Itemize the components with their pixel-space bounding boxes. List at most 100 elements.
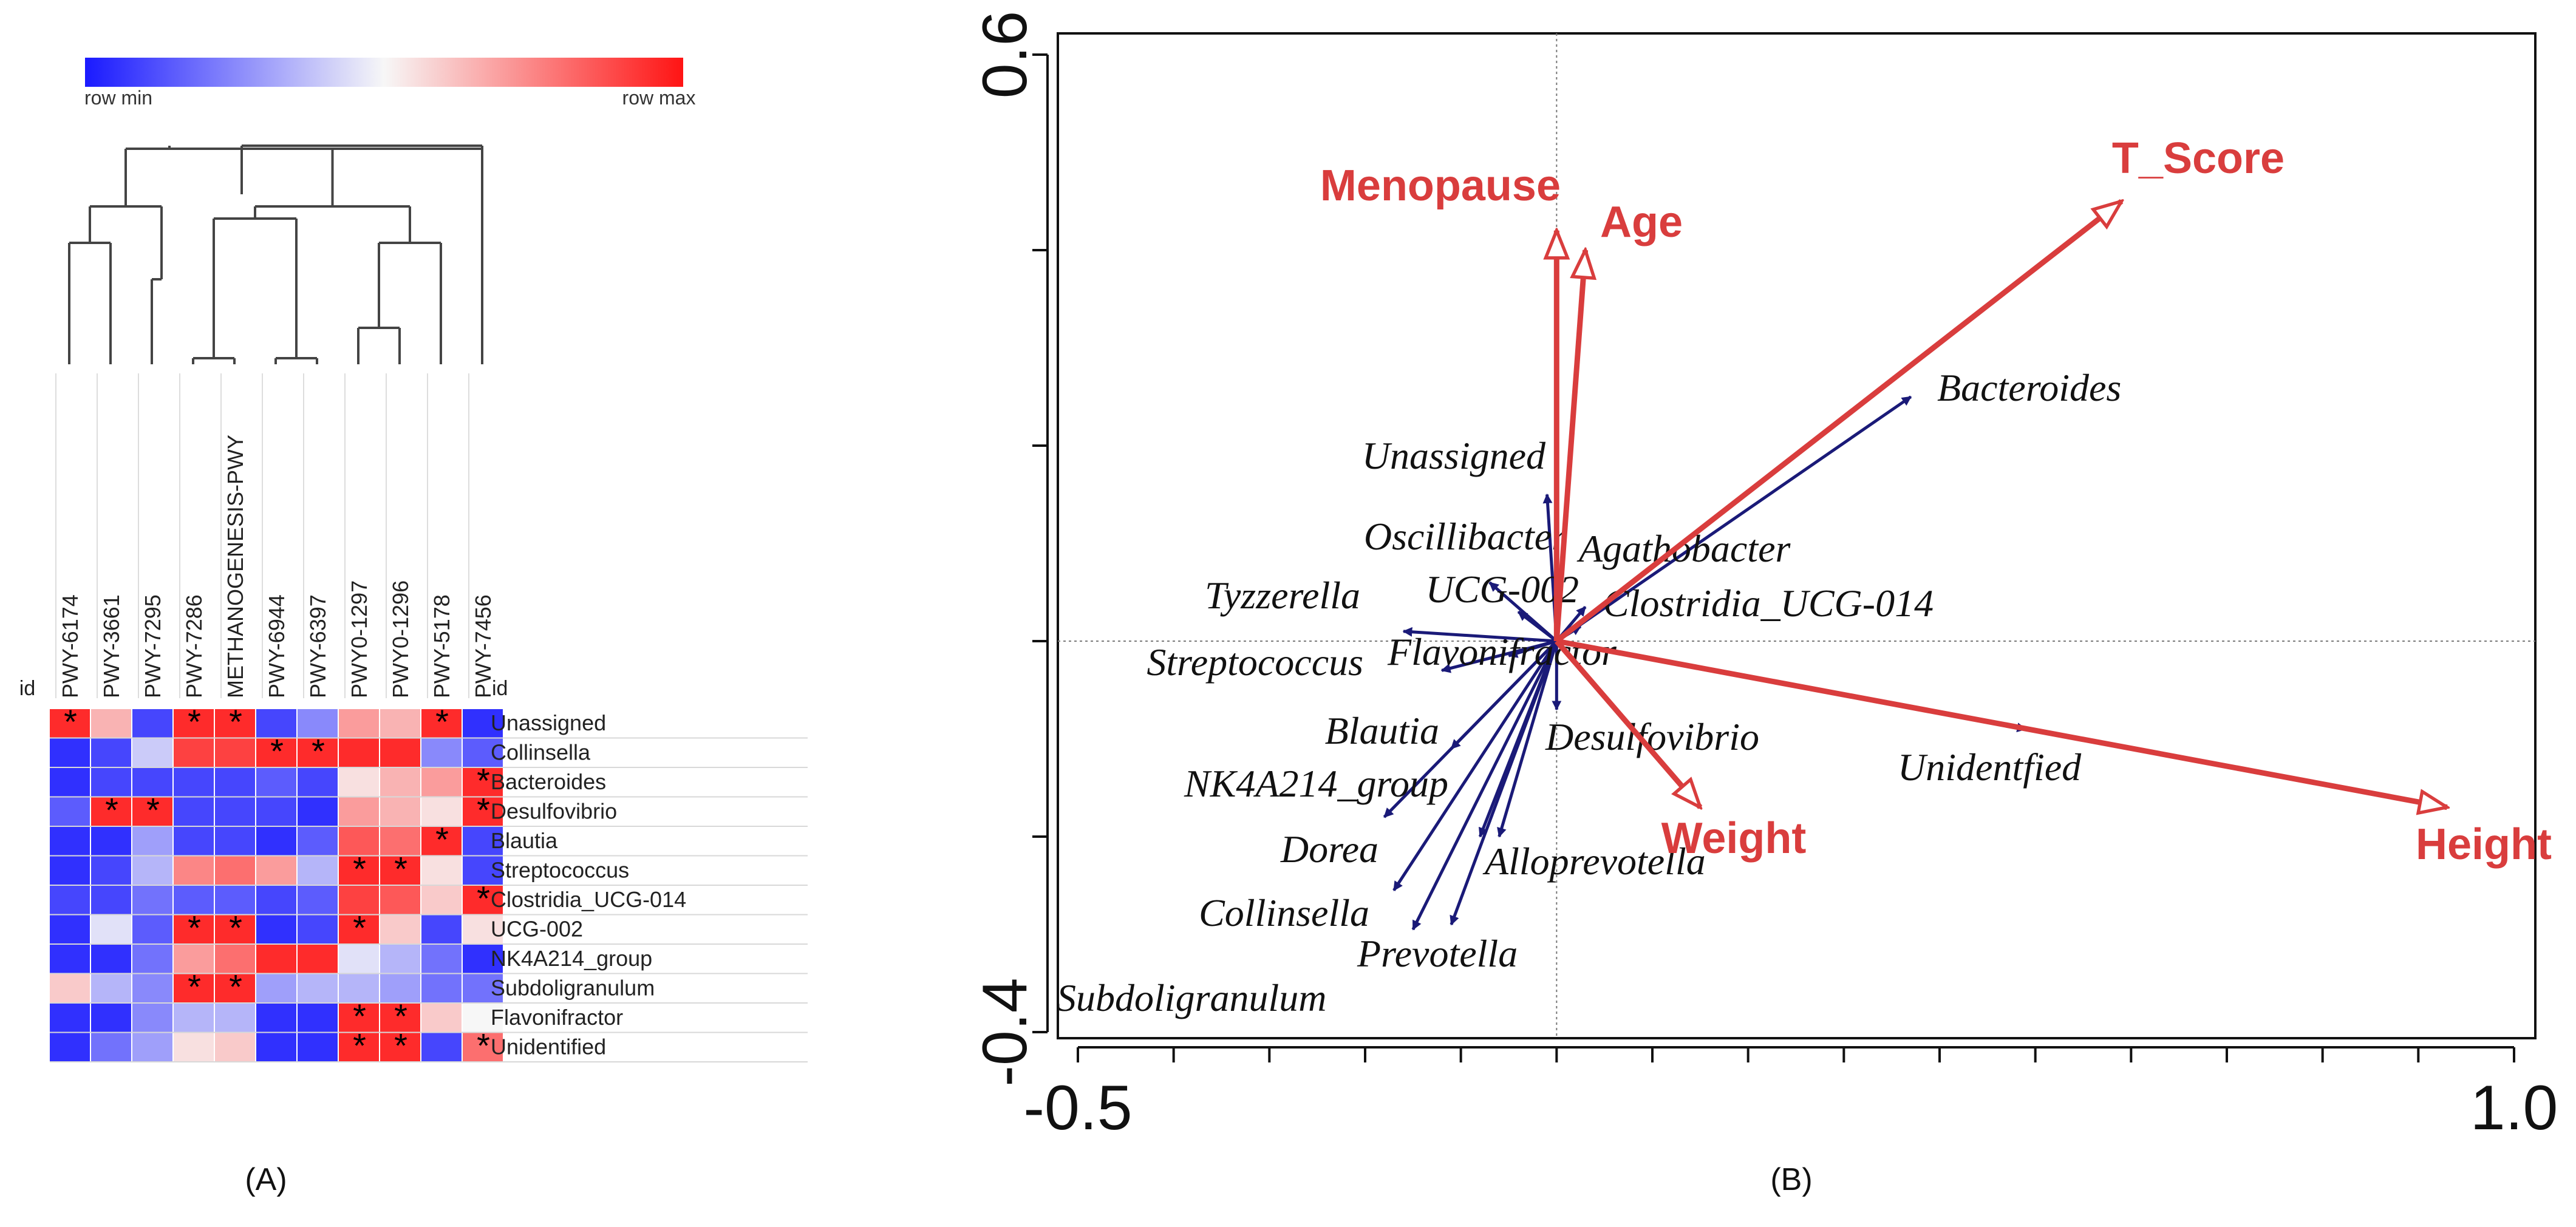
heatmap-cell [256, 856, 296, 885]
heatmap-cell [421, 1033, 462, 1061]
variable-label: T_Score [2112, 134, 2285, 183]
heatmap-cell [256, 974, 296, 1002]
heatmap-cell [421, 709, 462, 738]
heatmap-cell [298, 886, 338, 914]
heatmap-cell [380, 974, 420, 1002]
heatmap-cell [463, 945, 503, 973]
heatmap-cell [132, 945, 172, 973]
heatmap-cell [174, 768, 214, 797]
heatmap-cell [421, 945, 462, 973]
heatmap-cell [91, 827, 131, 855]
significance-star: * [394, 849, 407, 888]
heatmap-cell [256, 915, 296, 943]
heatmap-cell [421, 797, 462, 826]
species-label: Dorea [1280, 828, 1378, 871]
row-label: Flavonifractor [491, 1005, 623, 1030]
heatmap-cell [50, 974, 90, 1002]
column-guides [55, 373, 469, 698]
heatmap-cell [215, 709, 255, 738]
column-labels: PWY-6174 PWY-3661 PWY-7295 PWY-7286 METHANOG… [58, 435, 496, 698]
heatmap-cell [463, 738, 503, 767]
heatmap-cell [298, 827, 338, 855]
significance-star: * [353, 1026, 366, 1064]
column-label: PWY-5178 [429, 594, 454, 698]
heatmap-cell [91, 738, 131, 767]
heatmap-cell [50, 856, 90, 885]
heatmap-cell [91, 945, 131, 973]
significance-star: * [188, 967, 201, 1005]
heatmap-cell [174, 738, 214, 767]
heatmap-cell [256, 768, 296, 797]
significance-star: * [477, 790, 490, 829]
heatmap-cell [256, 709, 296, 738]
heatmap-cell [132, 974, 172, 1002]
heatmap-cell [339, 856, 379, 885]
row-label: Blautia [491, 828, 558, 853]
heatmap-cell [421, 768, 462, 797]
species-arrows [1383, 395, 2027, 931]
species-label: Agathobacter [1576, 527, 1791, 570]
heatmap-cell [463, 827, 503, 855]
heatmap-cell [339, 886, 379, 914]
variable-label: Age [1600, 198, 1683, 246]
significance-star: * [188, 908, 201, 947]
heatmap-cell [50, 827, 90, 855]
heatmap-cell [132, 738, 172, 767]
row-label: Subdoligranulum [491, 975, 655, 1000]
species-label: Blautia [1325, 709, 1439, 752]
heatmap-cell [298, 709, 338, 738]
biplot-panel: -0.5 1.0 0.6 -0.4 Bacteroides Unidentfied Un… [970, 11, 2558, 1197]
heatmap-cell [298, 1033, 338, 1061]
heatmap-cell [215, 797, 255, 826]
species-label: Unassigned [1362, 434, 1546, 477]
heatmap-cell [215, 945, 255, 973]
heatmap-cell [91, 886, 131, 914]
column-label: PWY0-1297 [347, 580, 372, 698]
heatmap-cell [91, 974, 131, 1002]
heatmap-cell [339, 945, 379, 973]
heatmap-cell [421, 915, 462, 943]
variable-arrow [1555, 202, 2121, 644]
significance-star: * [353, 997, 366, 1035]
species-label: Streptococcus [1147, 641, 1363, 684]
heatmap-cell [380, 945, 420, 973]
heatmap-cell [50, 797, 90, 826]
species-label: Alloprevotella [1482, 840, 1706, 883]
heatmap-cell [215, 827, 255, 855]
heatmap-cell [463, 709, 503, 738]
heatmap-cell [463, 768, 503, 797]
significance-star: * [435, 702, 449, 741]
heatmap-cell [298, 768, 338, 797]
row-label: Unidentified [491, 1034, 606, 1059]
heatmap-cell [174, 886, 214, 914]
column-label: PWY-7456 [471, 594, 496, 698]
heatmap-cell [215, 886, 255, 914]
row-id-label: id [492, 677, 508, 700]
heatmap-cell [132, 827, 172, 855]
y-tick-label: -0.4 [970, 977, 1040, 1086]
heatmap-cell [256, 1004, 296, 1032]
column-label: PWY-3661 [99, 594, 124, 698]
heatmap-cell [91, 856, 131, 885]
heatmap-cell [132, 768, 172, 797]
heatmap-cell [50, 886, 90, 914]
significance-star: * [229, 967, 242, 1005]
x-axis: -0.5 1.0 [1023, 1046, 2558, 1143]
heatmap-cell [421, 886, 462, 914]
significance-star: * [229, 702, 242, 741]
column-label: PWY-6944 [264, 594, 289, 698]
heatmap-cell [215, 974, 255, 1002]
heatmap-cell [215, 1004, 255, 1032]
heatmap-cell [256, 797, 296, 826]
significance-star: * [64, 702, 77, 741]
plot-frame [1057, 32, 2537, 1039]
heatmap-cell [421, 1004, 462, 1032]
heatmap-cell [339, 974, 379, 1002]
significance-star: * [353, 849, 366, 888]
panel-b-caption: (B) [1770, 1162, 1812, 1197]
row-label: Clostridia_UCG-014 [491, 887, 686, 912]
column-dendrogram [68, 144, 483, 364]
y-axis: 0.6 -0.4 [970, 11, 1049, 1087]
heatmap-cell [174, 1004, 214, 1032]
